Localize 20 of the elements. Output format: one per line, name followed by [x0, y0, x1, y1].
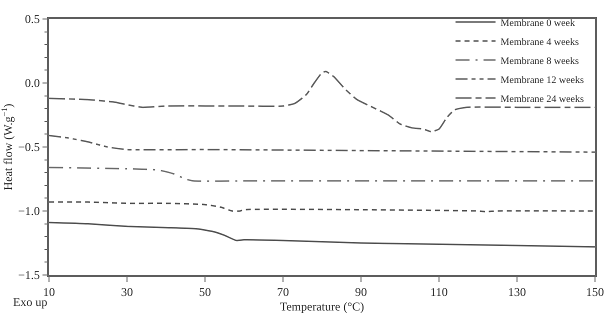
y-tick-label: −1.0 [18, 204, 40, 218]
legend-label: Membrane 4 weeks [500, 36, 579, 48]
x-tick-label: 30 [121, 285, 133, 300]
y-tick-label: −0.5 [18, 140, 40, 154]
legend-label: Membrane 8 weeks [500, 56, 579, 67]
x-tick-label: 130 [508, 285, 526, 300]
x-tick-label: 50 [199, 285, 211, 300]
y-tick-label: 0.0 [24, 76, 40, 90]
x-axis-title: Temperature (°C) [280, 300, 364, 314]
y-tick-label: 0.5 [24, 12, 40, 26]
legend-label: Membrane 12 weeks [500, 74, 584, 86]
x-tick-label: 150 [586, 285, 604, 300]
x-tick-label: 90 [355, 285, 367, 300]
legend-label: Membrane 0 week [500, 18, 575, 29]
y-tick-label: −1.5 [18, 268, 40, 282]
line-series [49, 201, 595, 212]
legend-label: Membrane 24 weeks [500, 94, 584, 105]
line-series [49, 222, 595, 248]
x-tick-label: 70 [277, 285, 289, 300]
x-tick-label: 110 [430, 285, 448, 300]
